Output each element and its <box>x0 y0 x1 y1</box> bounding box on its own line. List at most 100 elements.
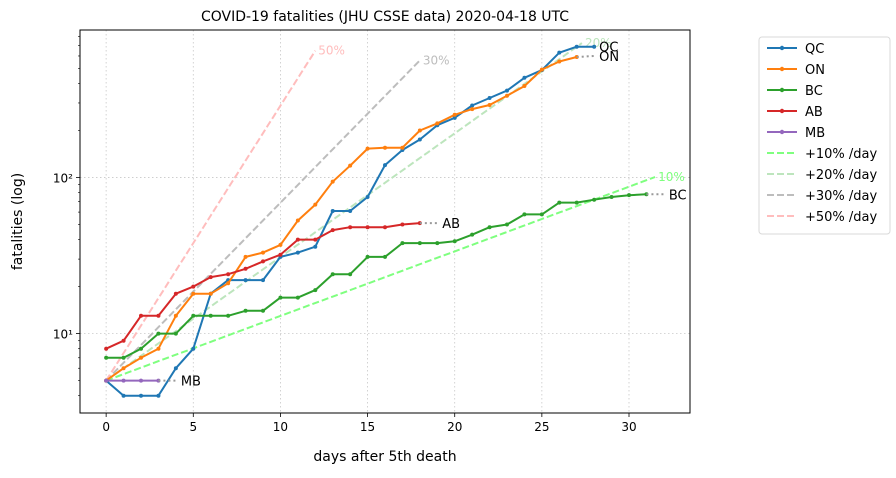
data-point <box>505 93 509 98</box>
data-point <box>417 137 422 142</box>
data-point <box>313 244 318 249</box>
legend-label: +50% /day <box>805 210 878 225</box>
reference-line <box>105 50 317 382</box>
plot-frame <box>79 29 691 414</box>
data-point <box>104 378 109 383</box>
x-axis: 0 5 10 15 20 25 30 <box>102 413 637 434</box>
data-point <box>417 241 422 246</box>
data-point <box>487 103 492 108</box>
data-point <box>313 202 318 207</box>
legend-marker <box>779 87 785 93</box>
data-point <box>173 313 178 318</box>
x-tick-label: 20 <box>447 420 462 434</box>
data-point <box>121 378 126 383</box>
data-point <box>348 163 353 168</box>
reference-line <box>105 59 421 382</box>
data-point <box>139 313 143 318</box>
data-point <box>191 346 196 351</box>
data-point <box>400 145 405 150</box>
legend-label: AB <box>805 105 823 120</box>
data-point <box>121 355 126 360</box>
data-point <box>261 308 265 313</box>
data-point <box>470 232 475 237</box>
data-point <box>226 281 231 286</box>
data-point <box>208 291 213 296</box>
series-end-label: MB <box>181 375 201 390</box>
legend-label: ON <box>805 63 825 78</box>
data-point <box>330 208 335 213</box>
data-point <box>365 225 370 230</box>
data-point <box>295 237 300 242</box>
data-point <box>191 291 196 296</box>
data-point <box>574 44 579 49</box>
y-tick-label: 10¹ <box>53 328 73 342</box>
data-point <box>208 275 213 280</box>
y-tick-label: 10² <box>53 171 73 185</box>
data-point <box>592 197 597 202</box>
data-point <box>139 393 143 398</box>
data-point <box>191 313 196 318</box>
x-axis-label: days after 5th death <box>313 449 456 465</box>
data-point <box>278 242 283 247</box>
data-point <box>226 272 231 277</box>
data-point <box>139 346 143 351</box>
data-point <box>505 222 509 227</box>
data-point <box>574 200 579 205</box>
data-point <box>156 393 161 398</box>
data-point <box>522 84 527 89</box>
data-point <box>383 254 387 259</box>
data-point <box>557 200 562 205</box>
legend-marker <box>779 66 785 72</box>
data-point <box>452 115 457 120</box>
data-point <box>365 254 370 259</box>
data-point <box>365 146 370 151</box>
data-point <box>261 259 265 264</box>
data-point <box>330 228 335 233</box>
data-point <box>243 278 248 283</box>
data-point <box>156 313 161 318</box>
data-point <box>435 121 440 126</box>
reference-line-label: 30% <box>423 53 450 67</box>
data-point <box>139 378 143 383</box>
legend-label: +30% /day <box>805 189 878 204</box>
data-point <box>173 366 178 371</box>
data-point <box>505 88 509 93</box>
data-point <box>278 295 283 300</box>
series-end-label: BC <box>669 188 687 203</box>
data-point <box>435 241 440 246</box>
data-point <box>226 313 231 318</box>
data-point <box>261 278 265 283</box>
legend-label: +10% /day <box>805 147 878 162</box>
data-point <box>173 291 178 296</box>
chart-title: COVID-19 fatalities (JHU CSSE data) 2020… <box>201 9 569 25</box>
data-point <box>557 59 562 64</box>
legend-marker <box>779 108 785 114</box>
data-point <box>383 225 387 230</box>
data-point <box>313 237 318 242</box>
data-point <box>121 393 126 398</box>
data-point <box>417 128 422 133</box>
data-point <box>557 50 562 55</box>
data-point <box>348 225 353 230</box>
legend-box <box>758 36 891 235</box>
data-point <box>156 346 161 351</box>
data-point <box>139 355 143 360</box>
data-point <box>452 239 457 244</box>
series-line <box>105 56 577 382</box>
data-point <box>470 103 475 108</box>
data-point <box>400 241 405 246</box>
data-point <box>191 284 196 289</box>
data-point <box>295 218 300 223</box>
data-point <box>261 250 265 255</box>
x-tick-label: 10 <box>273 420 288 434</box>
reference-line-label: 50% <box>318 44 345 58</box>
data-point <box>539 67 544 72</box>
data-point <box>243 308 248 313</box>
data-point <box>243 266 248 271</box>
data-point <box>592 44 597 49</box>
data-point <box>383 145 387 150</box>
reference-line-label: 10% <box>658 170 685 184</box>
data-point <box>156 331 161 336</box>
y-axis-label: fatalities (log) <box>10 173 26 270</box>
y-axis: 10¹ 10² <box>53 36 80 397</box>
